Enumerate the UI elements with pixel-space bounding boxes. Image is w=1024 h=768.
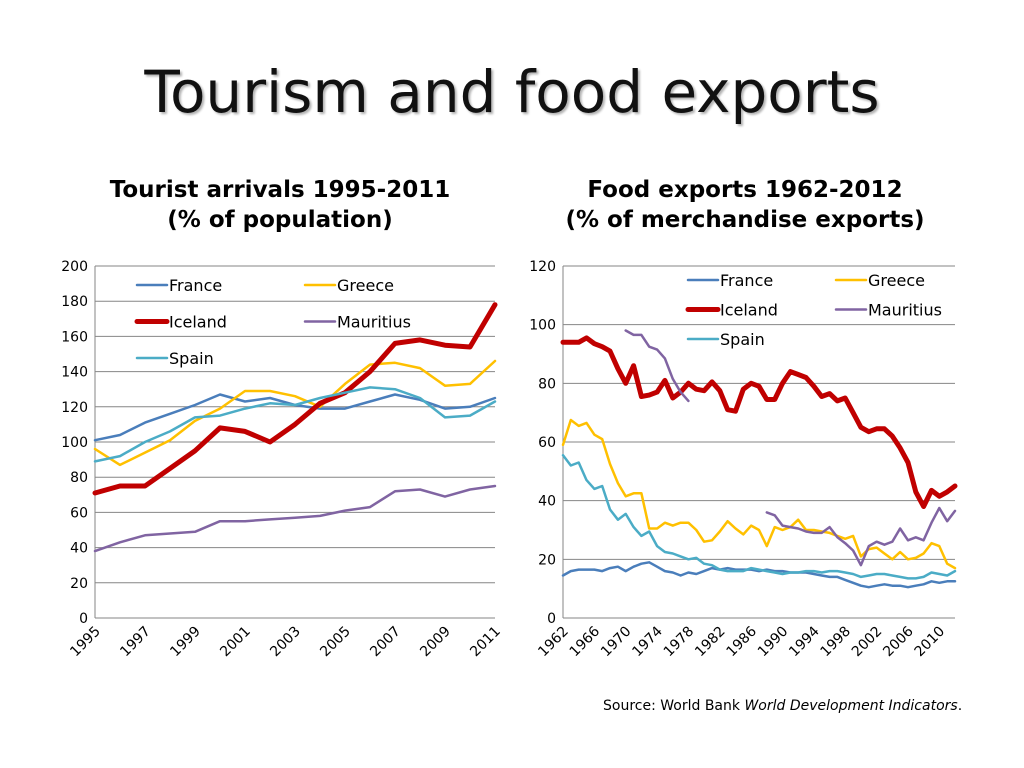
chart2-title-line1: Food exports 1962-2012 [587, 177, 903, 203]
series-line-spain [93, 386, 497, 463]
legend-label-greece: Greece [868, 271, 925, 290]
y-tick-label: 60 [538, 435, 556, 451]
slide-title: Tourism and food exports [144, 58, 880, 126]
legend-label-iceland: Iceland [720, 301, 778, 320]
y-tick-label: 180 [61, 294, 88, 310]
y-tick-label: 0 [547, 611, 556, 627]
chart2-title: Food exports 1962-2012 (% of merchandise… [535, 175, 955, 235]
y-tick-label: 0 [79, 611, 88, 627]
x-tick-label: 1962 [535, 624, 572, 661]
x-tick-label: 2006 [880, 623, 917, 660]
series-line-iceland [560, 335, 958, 509]
legend-label-mauritius: Mauritius [868, 301, 942, 320]
x-tick-label: 1986 [723, 623, 760, 660]
chart1-title: Tourist arrivals 1995-2011 (% of populat… [70, 175, 490, 235]
y-tick-label: 80 [70, 470, 88, 486]
series-line-mauritius [93, 484, 497, 553]
x-tick-label: 1974 [629, 623, 666, 660]
y-tick-label: 140 [61, 365, 88, 381]
x-tick-label: 1990 [755, 624, 792, 661]
legend-label-france: France [720, 271, 773, 290]
y-tick-label: 40 [70, 541, 88, 557]
source-italic: World Development Indicators [744, 698, 958, 714]
legend-label-greece: Greece [337, 276, 394, 295]
series-line-mauritius [765, 506, 957, 567]
source-suffix: . [957, 698, 963, 714]
x-tick-label: 1978 [661, 624, 698, 661]
x-tick-label: 2010 [912, 624, 949, 661]
chart1-title-line2: (% of population) [167, 207, 393, 233]
x-tick-label: 1982 [692, 624, 729, 661]
y-tick-label: 120 [529, 259, 556, 275]
y-tick-label: 20 [70, 576, 88, 592]
chart2-title-line2: (% of merchandise exports) [565, 207, 925, 233]
source-prefix: Source: World Bank [603, 698, 745, 714]
y-tick-label: 160 [61, 329, 88, 345]
legend-label-spain: Spain [169, 349, 214, 368]
y-tick-label: 80 [538, 376, 556, 392]
x-tick-label: 2002 [849, 624, 886, 661]
y-tick-label: 100 [529, 318, 556, 334]
y-tick-label: 120 [61, 400, 88, 416]
series-line-spain [561, 453, 957, 580]
x-tick-label: 1966 [567, 623, 604, 660]
legend-label-spain: Spain [720, 330, 765, 349]
y-tick-label: 200 [61, 259, 88, 275]
series-line-mauritius [624, 329, 690, 403]
series-line-greece [561, 418, 957, 570]
series-line-france [561, 561, 957, 589]
legend-label-mauritius: Mauritius [337, 313, 411, 332]
y-tick-label: 100 [61, 435, 88, 451]
legend-label-france: France [169, 276, 222, 295]
x-tick-label: 1994 [786, 623, 823, 660]
y-tick-label: 20 [538, 552, 556, 568]
series-line-iceland [92, 302, 498, 496]
series-line-greece [93, 359, 497, 467]
x-tick-label: 1998 [818, 624, 855, 661]
y-tick-label: 40 [538, 494, 556, 510]
source-note: Source: World Bank World Development Ind… [603, 698, 962, 714]
x-tick-label: 1970 [598, 624, 635, 661]
legend-label-iceland: Iceland [169, 313, 227, 332]
y-tick-label: 60 [70, 505, 88, 521]
chart1-title-line1: Tourist arrivals 1995-2011 [109, 177, 451, 203]
